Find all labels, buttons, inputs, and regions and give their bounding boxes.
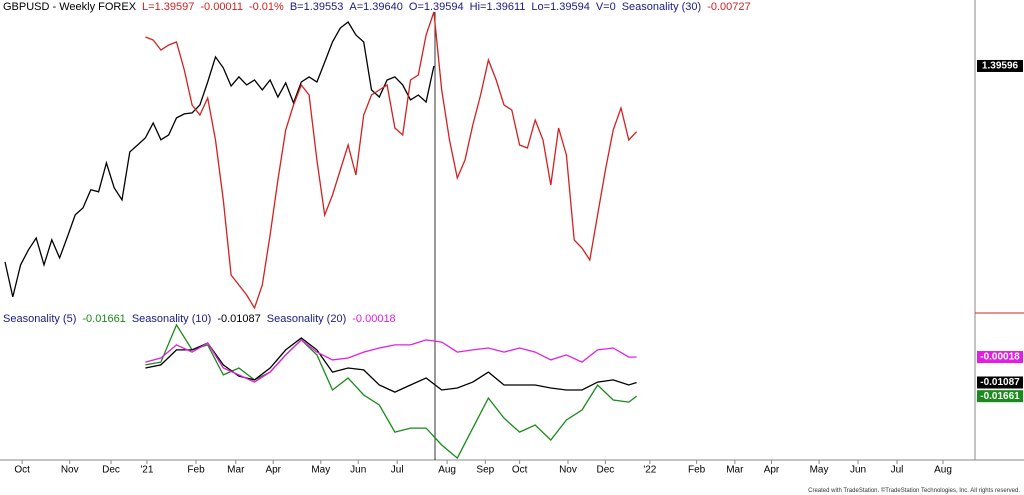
x-tick-label: Oct (14, 465, 30, 476)
quote-field: -0.00011 (200, 1, 243, 13)
series-line (145, 323, 637, 460)
last-value-box (977, 376, 1023, 389)
x-tick-label: '21 (140, 465, 153, 476)
x-tick-label: May (810, 465, 829, 476)
last-value-label: -0.01661 (980, 391, 1020, 402)
x-tick-label: Aug (438, 465, 456, 476)
series-line (4, 21, 435, 298)
x-tick-label: Aug (934, 465, 952, 476)
last-value-box (977, 390, 1023, 403)
legend-name: Seasonality (5) (3, 313, 77, 325)
series-line (145, 339, 637, 383)
x-tick-label: Nov (559, 465, 577, 476)
x-tick-label: Oct (512, 465, 528, 476)
legend-name: Seasonality (30) (621, 1, 702, 13)
last-value-label: 1.39596 (982, 61, 1019, 72)
x-tick-label: Jun (350, 465, 366, 476)
legend: Seasonality (5) -0.01661 Seasonality (10) -… (3, 313, 402, 325)
legend-name: Seasonality (10) (131, 313, 212, 325)
legend-name: Seasonality (20) (266, 313, 347, 325)
quote-field: A=1.39640 (349, 1, 403, 13)
x-tick-label: May (311, 465, 330, 476)
quote-field: O=1.39594 (408, 1, 464, 13)
quote-field: B=1.39553 (289, 1, 344, 13)
series-line (145, 337, 637, 393)
x-tick-label: Jul (391, 465, 404, 476)
quote-field: Hi=1.39611 (469, 1, 526, 13)
last-value-label: -0.00018 (980, 352, 1020, 363)
x-tick-label: '22 (643, 465, 656, 476)
x-tick-label: Jul (891, 465, 904, 476)
quote-field: -0.01% (248, 1, 284, 13)
symbol-title: GBPUSD - Weekly FOREX (3, 1, 137, 13)
quote-field: L=1.39597 (142, 1, 195, 13)
credit: Created with TradeStation. ©TradeStation… (808, 488, 1020, 494)
last-value-box (977, 351, 1023, 364)
header: GBPUSD - Weekly FOREX L=1.39597 -0.00011 -0… (3, 1, 757, 13)
legend-value: -0.01087 (217, 313, 261, 325)
x-tick-label: Apr (265, 465, 281, 476)
x-tick-label: Jun (850, 465, 866, 476)
series-line (145, 11, 638, 310)
last-value-label: -0.01087 (980, 377, 1020, 388)
x-tick-label: Mar (227, 465, 245, 476)
x-tick-label: Apr (764, 465, 780, 476)
x-tick-label: Feb (688, 465, 706, 476)
legend-value: -0.00727 (707, 1, 751, 13)
x-tick-label: Sep (476, 465, 494, 476)
legend-value: -0.00018 (352, 313, 396, 325)
legend-value: -0.01661 (82, 313, 126, 325)
x-tick-label: Dec (597, 465, 615, 476)
last-value-box (977, 59, 1023, 72)
x-tick-label: Mar (726, 465, 744, 476)
quote-field: V=0 (595, 1, 616, 13)
x-tick-label: Feb (187, 465, 205, 476)
x-tick-label: Nov (61, 465, 79, 476)
x-tick-label: Dec (102, 465, 120, 476)
quote-field: Lo=1.39594 (531, 1, 590, 13)
